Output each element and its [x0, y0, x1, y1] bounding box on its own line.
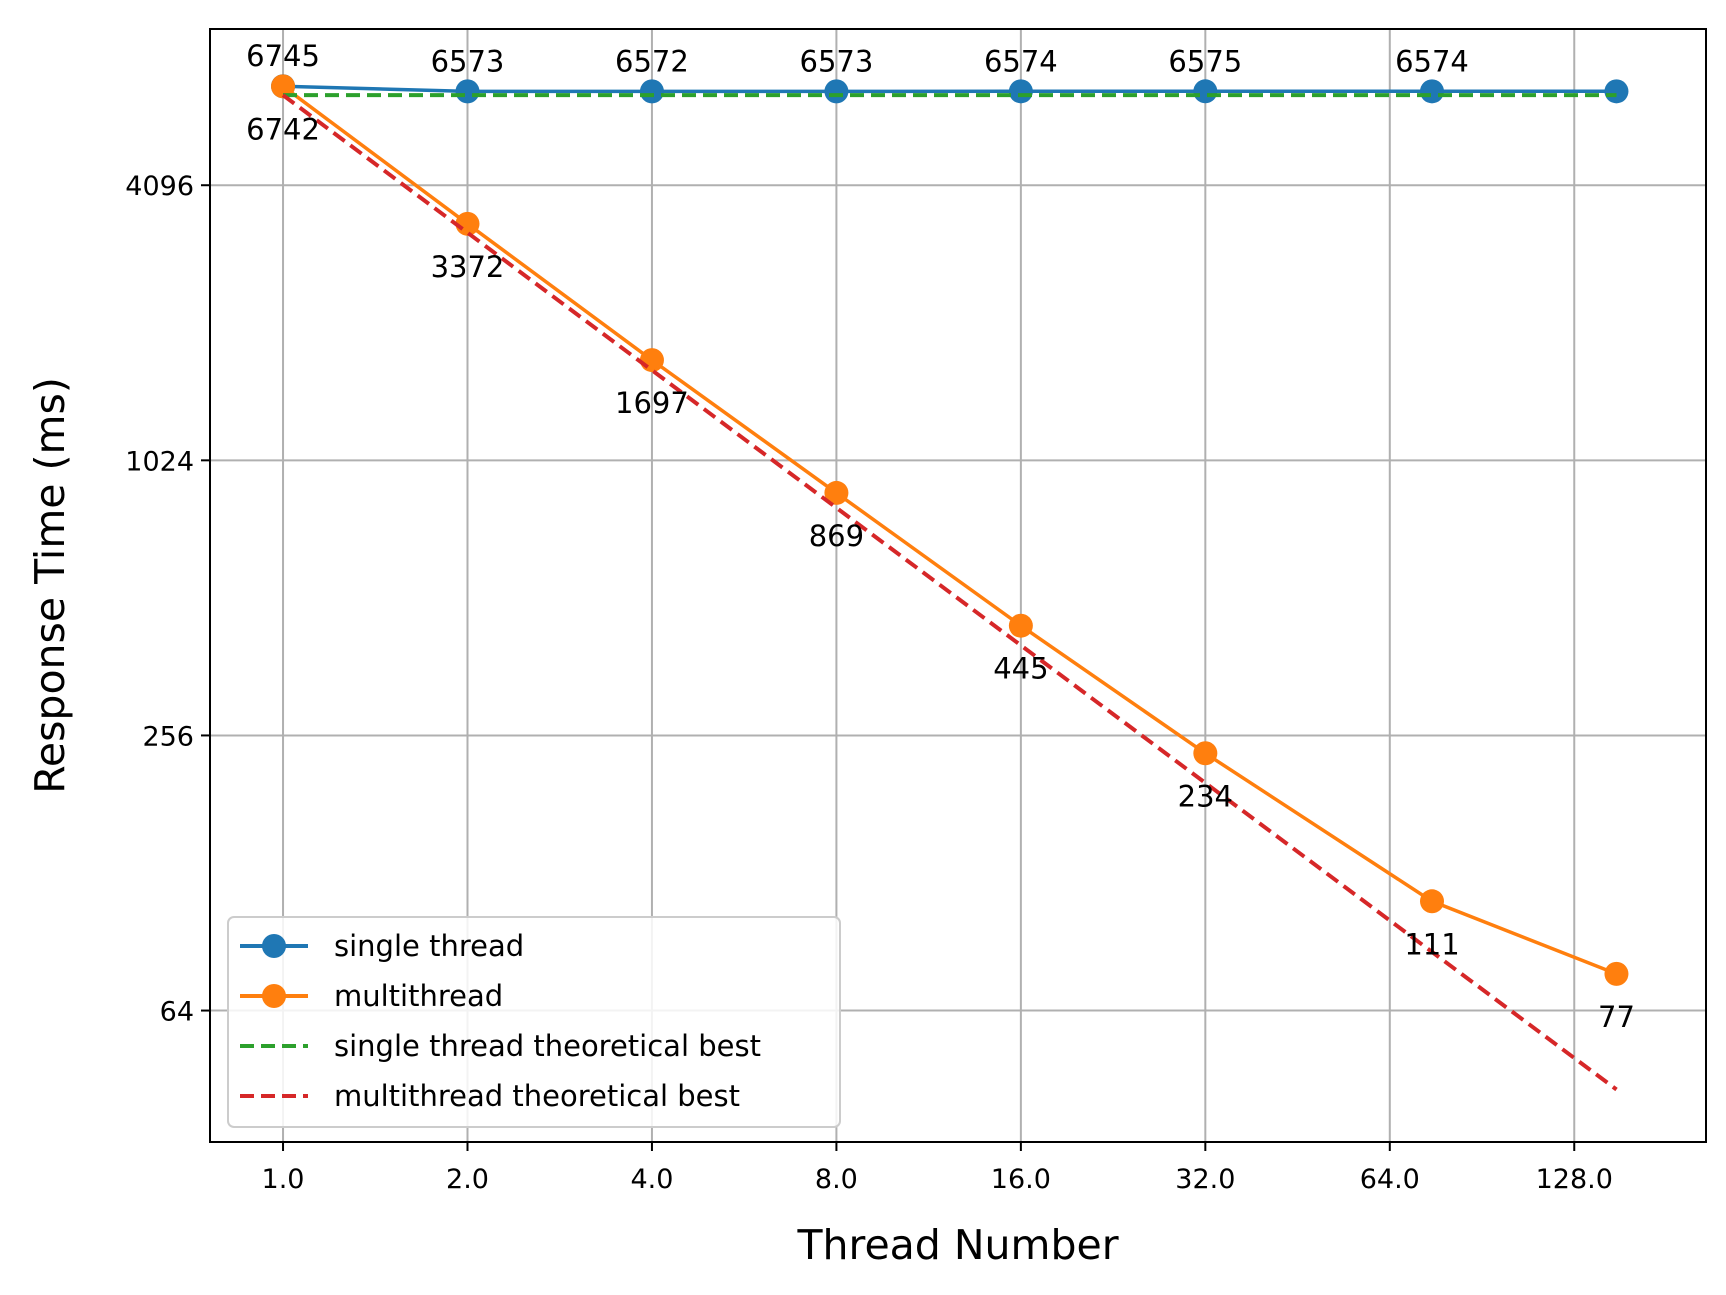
y-axis: 64 256 1024 4096 [125, 171, 210, 1028]
legend-label: single thread [334, 929, 524, 963]
legend-label: single thread theoretical best [334, 1029, 761, 1063]
data-label: 6574 [984, 44, 1058, 78]
data-point [639, 348, 664, 373]
x-tick-label: 128.0 [1536, 1164, 1613, 1195]
data-point [824, 79, 849, 104]
series-line [282, 84, 1617, 94]
data-label: 77 [1598, 1000, 1635, 1034]
y-tick-label: 1024 [125, 446, 194, 477]
legend: single thread multithread single thread th… [227, 916, 841, 1128]
x-tick-label: 4.0 [630, 1164, 673, 1195]
series-multithread-theoretical-best [281, 93, 1618, 1092]
series-layer [271, 74, 1629, 1092]
legend-item-single-thread: single thread [240, 929, 524, 963]
data-label: 111 [1404, 927, 1459, 961]
data-label: 6574 [1395, 44, 1469, 78]
x-tick-label: 1.0 [262, 1164, 305, 1195]
series-line [281, 84, 1618, 976]
data-point [1193, 741, 1218, 766]
data-label: 869 [809, 519, 864, 553]
data-label: 6573 [431, 44, 505, 78]
x-axis: 1.0 2.0 4.0 8.0 16.0 32.0 64.0 128.0 [262, 1142, 1613, 1195]
data-label: 1697 [615, 386, 689, 420]
data-point [1604, 79, 1629, 104]
data-label: 445 [993, 652, 1048, 686]
data-point [1193, 79, 1218, 104]
legend-box [227, 916, 841, 1128]
data-label: 234 [1178, 779, 1233, 813]
series-multithread [271, 74, 1629, 986]
legend-label: multithread theoretical best [334, 1079, 740, 1113]
data-point [271, 74, 296, 99]
y-tick-label: 64 [160, 997, 194, 1028]
data-point [824, 480, 849, 505]
x-tick-label: 8.0 [815, 1164, 858, 1195]
data-label: 6572 [615, 44, 689, 78]
y-axis-title: Response Time (ms) [26, 377, 74, 794]
data-point [455, 79, 480, 104]
data-point [455, 211, 480, 236]
data-labels: 6745 6573 6572 6573 6574 6575 6574 6742 3372 1697… [246, 39, 1635, 1034]
y-tick-label: 4096 [125, 171, 194, 202]
legend-item-multithread-theoretical-best: multithread theoretical best [240, 1079, 740, 1113]
data-point [1008, 613, 1033, 638]
x-tick-label: 64.0 [1360, 1164, 1420, 1195]
data-point [1419, 79, 1444, 104]
data-label: 6745 [246, 39, 320, 73]
legend-marker [262, 984, 286, 1008]
data-label: 6575 [1168, 44, 1242, 78]
legend-item-multithread: multithread [240, 979, 503, 1013]
data-point [639, 79, 664, 104]
x-tick-label: 32.0 [1175, 1164, 1235, 1195]
plot-frame [209, 28, 1707, 1143]
data-label: 3372 [431, 250, 505, 284]
data-label: 6742 [246, 112, 320, 146]
legend-marker [262, 934, 286, 958]
y-tick-label: 256 [142, 721, 194, 752]
x-axis-title: Thread Number [796, 1221, 1118, 1269]
data-label: 6573 [800, 44, 874, 78]
data-point [1419, 889, 1444, 914]
data-point [1008, 79, 1033, 104]
legend-label: multithread [334, 979, 503, 1013]
x-tick-label: 16.0 [991, 1164, 1051, 1195]
x-tick-label: 2.0 [446, 1164, 489, 1195]
legend-item-single-thread-theoretical-best: single thread theoretical best [240, 1029, 761, 1063]
data-point [1604, 961, 1629, 986]
series-line [281, 93, 1618, 1092]
